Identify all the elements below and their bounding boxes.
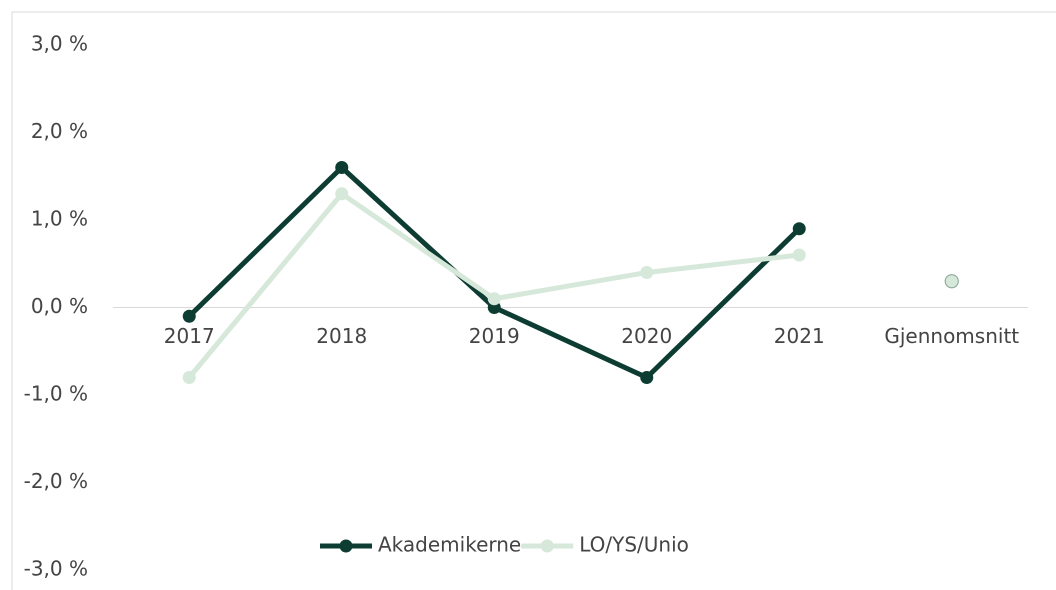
legend-label: Akademikerne [378,533,521,557]
x-tick-label: 2018 [316,324,367,348]
point [335,187,349,201]
point [182,309,196,323]
point [640,371,654,384]
x-tick-label: 2021 [774,324,825,348]
x-tick-label: 2017 [164,324,215,348]
legend-label: LO/YS/Unio [579,533,689,557]
y-tick-label: -2,0 % [24,469,88,493]
x-tick-label: 2019 [469,324,520,348]
x-tick-label: Gjennomsnitt [884,324,1019,348]
x-tick-label: 2020 [621,324,672,348]
point [792,222,806,236]
legend-marker [540,539,554,553]
legend-marker [339,539,353,553]
y-tick-label: 0,0 % [31,294,88,318]
y-tick-label: 3,0 % [31,32,88,56]
point [335,161,349,174]
y-tick-label: -1,0 % [24,382,88,406]
point [640,266,654,279]
y-tick-label: 1,0 % [31,207,88,231]
y-tick-label: -3,0 % [24,557,88,581]
y-tick-label: 2,0 % [31,119,88,143]
point [944,274,959,289]
point [792,248,806,262]
series-line [187,191,800,380]
point [182,371,196,384]
point [487,292,501,306]
